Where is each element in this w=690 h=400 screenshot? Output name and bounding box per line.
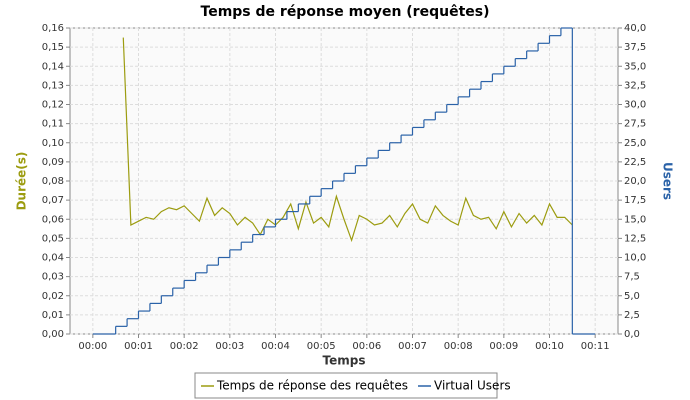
y2-tick-label: 7,5 <box>624 272 640 283</box>
y-tick-label: 0,12 <box>42 100 64 111</box>
y2-tick-label: 35,0 <box>624 61 646 72</box>
y-axis-title: Durée(s) <box>15 152 29 211</box>
y2-tick-label: 2,5 <box>624 310 640 321</box>
x-tick-label: 00:08 <box>444 341 473 352</box>
x-tick-label: 00:01 <box>124 341 153 352</box>
x-tick-label: 00:04 <box>261 341 290 352</box>
legend-label: Temps de réponse des requêtes <box>216 379 408 393</box>
y2-tick-label: 5,0 <box>624 291 640 302</box>
y-tick-label: 0,05 <box>42 233 64 244</box>
y2-tick-label: 22,5 <box>624 157 646 168</box>
y2-tick-label: 12,5 <box>624 233 646 244</box>
y-tick-label: 0,13 <box>42 80 64 91</box>
y2-tick-label: 0,0 <box>624 329 640 340</box>
y-tick-label: 0,07 <box>42 195 64 206</box>
y2-tick-label: 37,5 <box>624 42 646 53</box>
y-tick-label: 0,16 <box>42 23 64 34</box>
x-tick-label: 00:11 <box>581 341 610 352</box>
y-tick-label: 0,04 <box>42 253 64 264</box>
y-tick-label: 0,10 <box>42 138 64 149</box>
x-tick-label: 00:02 <box>170 341 199 352</box>
y-tick-label: 0,09 <box>42 157 64 168</box>
y-tick-label: 0,01 <box>42 310 64 321</box>
chart-title: Temps de réponse moyen (requêtes) <box>201 4 490 20</box>
y-tick-label: 0,03 <box>42 272 64 283</box>
x-tick-label: 00:07 <box>398 341 427 352</box>
x-tick-label: 00:03 <box>215 341 244 352</box>
y2-axis-title: Users <box>661 162 675 200</box>
y-tick-label: 0,00 <box>42 329 64 340</box>
y-tick-label: 0,15 <box>42 42 64 53</box>
y-tick-label: 0,11 <box>42 119 64 130</box>
y2-tick-label: 32,5 <box>624 80 646 91</box>
y2-tick-label: 10,0 <box>624 253 646 264</box>
x-tick-label: 00:00 <box>78 341 107 352</box>
y2-tick-label: 30,0 <box>624 100 646 111</box>
y-tick-label: 0,02 <box>42 291 64 302</box>
x-tick-label: 00:09 <box>489 341 518 352</box>
x-axis-title: Temps <box>323 354 366 368</box>
legend-label: Virtual Users <box>434 379 511 393</box>
y-tick-label: 0,06 <box>42 214 64 225</box>
y-tick-label: 0,14 <box>42 61 64 72</box>
y2-tick-label: 40,0 <box>624 23 646 34</box>
x-tick-label: 00:05 <box>307 341 336 352</box>
series-line <box>122 37 573 243</box>
y2-tick-label: 25,0 <box>624 138 646 149</box>
y2-tick-label: 17,5 <box>624 195 646 206</box>
y2-tick-label: 27,5 <box>624 119 646 130</box>
y-tick-label: 0,08 <box>42 176 64 187</box>
x-tick-label: 00:10 <box>535 341 564 352</box>
legend-box <box>194 372 498 399</box>
y2-tick-label: 20,0 <box>624 176 646 187</box>
y2-tick-label: 15,0 <box>624 214 646 225</box>
x-tick-label: 00:06 <box>352 341 381 352</box>
